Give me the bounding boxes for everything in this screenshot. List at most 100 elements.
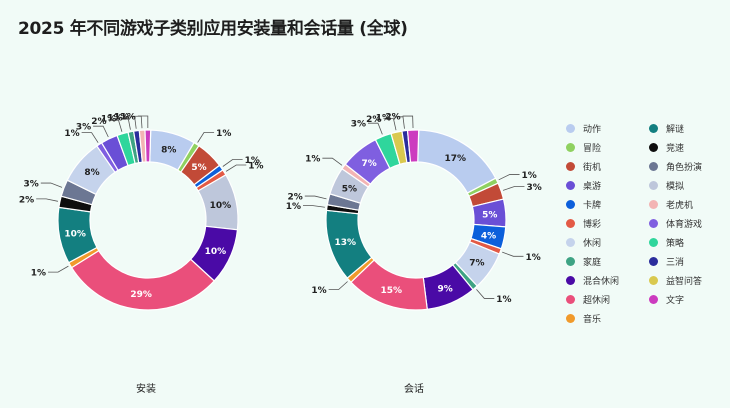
legend-swatch <box>649 199 658 209</box>
legend-label: 冒险 <box>583 143 602 154</box>
leader-line <box>383 118 397 131</box>
legend-item: 益智问答 <box>649 272 730 288</box>
leader-line <box>502 251 524 257</box>
legend-label: 体育游戏 <box>666 219 703 230</box>
leader-line <box>108 119 123 132</box>
legend-swatch <box>566 199 575 209</box>
segment-label: 7% <box>362 159 377 169</box>
segment-label: 13% <box>334 238 356 248</box>
legend-item: 文字 <box>649 291 730 307</box>
legend-item: 模拟 <box>649 177 730 193</box>
leader-line <box>392 116 405 129</box>
segment-label: 1% <box>31 269 46 279</box>
leader-line <box>322 157 343 166</box>
leader-line <box>225 164 247 172</box>
legend-item: 音乐 <box>566 310 649 326</box>
legend-swatch <box>566 275 575 285</box>
legend-label: 文字 <box>666 295 685 306</box>
page-title: 2025 年不同游戏子类别应用安装量和会话量 (全球) <box>18 19 408 39</box>
legend-item: 超休闲 <box>566 291 649 307</box>
legend-label: 动作 <box>583 124 602 135</box>
legend-label: 超休闲 <box>583 295 611 306</box>
legend-swatch <box>566 237 575 247</box>
leader-line <box>36 198 58 202</box>
segment-label: 17% <box>444 154 466 164</box>
legend-swatch <box>566 123 575 133</box>
legend-swatch <box>649 294 658 304</box>
leader-line <box>303 205 325 208</box>
legend-item: 博彩 <box>566 215 649 231</box>
legend: 动作 解谜 冒险 竞速 街机 角色扮演 桌游 模拟 卡牌 老虎机 博彩 体育游戏 休闲 策略 家庭 三消 混合休… <box>566 120 730 326</box>
leader-line <box>328 281 348 290</box>
segment-label: 10% <box>210 201 232 211</box>
installs-chart-title: 安装 <box>136 384 156 395</box>
legend-swatch <box>649 123 658 133</box>
sessions-chart-title: 会话 <box>404 384 424 395</box>
legend-swatch <box>649 256 658 266</box>
legend-item: 老虎机 <box>649 196 730 212</box>
leader-line <box>498 174 520 181</box>
legend-swatch <box>566 294 575 304</box>
legend-swatch <box>566 218 575 228</box>
segment-label: 8% <box>84 168 99 178</box>
legend-item: 卡牌 <box>566 196 649 212</box>
segment-label: 1% <box>121 113 136 123</box>
legend-label: 模拟 <box>666 181 685 192</box>
legend-item: 休闲 <box>566 234 649 250</box>
legend-item: 体育游戏 <box>649 215 730 231</box>
legend-label: 角色扮演 <box>666 162 703 173</box>
leader-line <box>367 122 383 135</box>
segment-label: 3% <box>351 120 366 130</box>
segment-label: 1% <box>311 286 326 296</box>
segment-label: 3% <box>24 180 39 190</box>
segment-label: 9% <box>438 284 453 294</box>
legend-item: 动作 <box>566 120 649 136</box>
legend-label: 策略 <box>666 238 685 249</box>
legend-swatch <box>566 313 575 323</box>
segment-label: 8% <box>161 145 176 155</box>
segment-label: 1% <box>216 129 231 139</box>
segment-label: 1% <box>496 295 511 305</box>
leader-line <box>197 132 215 143</box>
legend-swatch <box>566 256 575 266</box>
segment-label: 1% <box>525 253 540 263</box>
leader-line <box>48 265 69 273</box>
legend-swatch <box>566 142 575 152</box>
leader-line <box>476 289 495 299</box>
segment-label: 1% <box>248 162 263 172</box>
legend-swatch <box>566 180 575 190</box>
leader-line <box>124 116 137 129</box>
installs-donut: 8%1%5%1%1%10%10%29%1%10%2%3%8%1%3%2%1%1%… <box>19 113 264 311</box>
segment-label: 10% <box>205 247 227 257</box>
segment-label: 1% <box>114 113 129 123</box>
segment-label: 5% <box>191 163 206 173</box>
segment-label: 10% <box>64 229 86 239</box>
donut-segment <box>144 129 152 163</box>
legend-item: 家庭 <box>566 253 649 269</box>
leader-line <box>502 186 525 191</box>
segment-label: 1% <box>522 171 537 181</box>
legend-label: 竞速 <box>666 143 685 154</box>
segment-label: 2% <box>91 117 106 127</box>
leader-line <box>402 115 414 129</box>
legend-swatch <box>649 237 658 247</box>
sessions-donut: 17%1%3%5%4%1%7%1%9%15%1%13%1%2%5%1% 7%3% 2… <box>286 113 542 311</box>
legend-item: 竞速 <box>649 139 730 155</box>
legend-label: 音乐 <box>583 314 602 325</box>
segment-label: 3% <box>526 183 541 193</box>
legend-label: 益智问答 <box>666 276 703 287</box>
segment-label: 2% <box>19 195 34 205</box>
leader-line <box>137 115 149 129</box>
leader-line <box>81 132 99 143</box>
segment-label: 1% <box>376 113 391 123</box>
legend-swatch <box>649 161 658 171</box>
legend-label: 博彩 <box>583 219 602 230</box>
legend-label: 混合休闲 <box>583 276 620 287</box>
legend-label: 休闲 <box>583 238 602 249</box>
legend-label: 三消 <box>666 257 685 268</box>
segment-label: 2% <box>385 113 400 123</box>
segment-label: 1% <box>305 155 320 165</box>
segment-label: 5% <box>342 184 357 194</box>
legend-label: 桌游 <box>583 181 602 192</box>
